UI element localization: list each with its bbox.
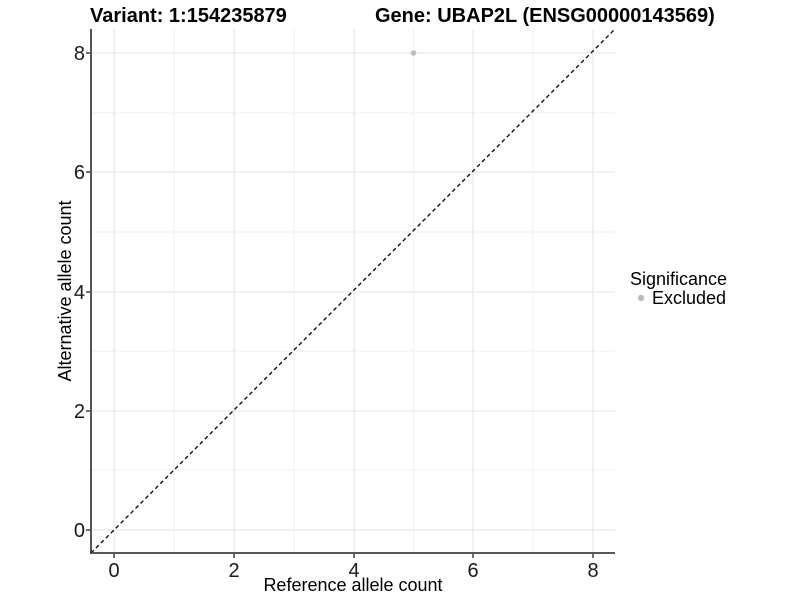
y-axis-title: Alternative allele count [55, 200, 75, 381]
y-tick-label: 8 [74, 43, 85, 65]
legend-label-excluded: Excluded [652, 288, 726, 308]
identity-reference-line [90, 28, 616, 554]
y-tick-label: 0 [74, 520, 85, 542]
x-tick-label: 2 [228, 560, 239, 582]
minor-gridlines [91, 29, 615, 553]
data-point-excluded [410, 50, 417, 56]
x-tick-label: 0 [108, 560, 119, 582]
tick-marks [86, 52, 594, 558]
legend-marker-excluded-icon [637, 294, 645, 302]
x-tick-label: 8 [587, 560, 598, 582]
gene-title: Gene: UBAP2L (ENSG00000143569) [375, 5, 715, 27]
y-tick-labels: 0 2 4 6 8 [74, 43, 85, 542]
y-tick-label: 6 [74, 162, 85, 184]
x-tick-label: 4 [348, 560, 359, 582]
y-tick-label: 2 [74, 401, 85, 423]
major-gridlines [91, 29, 615, 553]
x-tick-label: 6 [467, 560, 478, 582]
x-axis-title: Reference allele count [263, 575, 442, 595]
y-tick-label: 4 [74, 282, 85, 304]
legend-title: Significance [630, 269, 727, 289]
variant-title: Variant: 1:154235879 [90, 5, 287, 27]
axis-lines [90, 29, 615, 554]
x-tick-labels: 0 2 4 6 8 [108, 560, 598, 582]
legend: Significance Excluded [630, 269, 727, 308]
